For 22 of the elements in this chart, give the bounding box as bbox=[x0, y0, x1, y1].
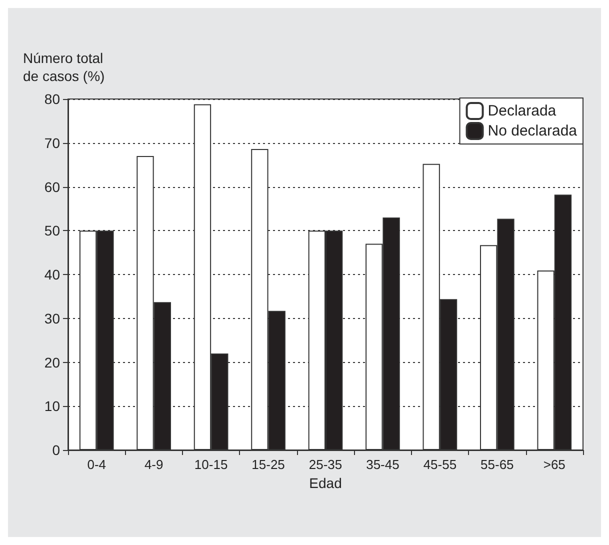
y-tick-label: 40 bbox=[44, 266, 60, 282]
y-tick-label: 80 bbox=[44, 91, 60, 107]
x-tick-label: 15-25 bbox=[252, 457, 285, 472]
x-tick-label: 55-65 bbox=[480, 457, 514, 472]
legend-label: Declarada bbox=[488, 102, 557, 120]
y-tick-label: 70 bbox=[44, 134, 60, 151]
y-tick-label: 30 bbox=[44, 310, 60, 326]
x-tick-label: 0-4 bbox=[87, 457, 106, 472]
y-tick-label: 60 bbox=[44, 178, 60, 195]
x-tick-label: >65 bbox=[543, 457, 566, 472]
x-tick-label: 25-35 bbox=[308, 457, 342, 472]
y-tick-label: 50 bbox=[44, 222, 60, 239]
y-axis-title: Número total de casos (%) bbox=[23, 50, 105, 84]
x-tick-label: 10-15 bbox=[194, 457, 228, 472]
y-tick-label: 0 bbox=[52, 442, 60, 458]
x-axis-title: Edad bbox=[309, 474, 342, 491]
x-tick-label: 4-9 bbox=[144, 457, 164, 472]
y-tick-label: 10 bbox=[44, 398, 60, 414]
x-tick-label: 45-55 bbox=[423, 457, 457, 472]
x-tick-label: 35-45 bbox=[366, 457, 400, 472]
y-tick-label: 20 bbox=[44, 354, 60, 370]
legend-label: No declarada bbox=[488, 122, 578, 140]
